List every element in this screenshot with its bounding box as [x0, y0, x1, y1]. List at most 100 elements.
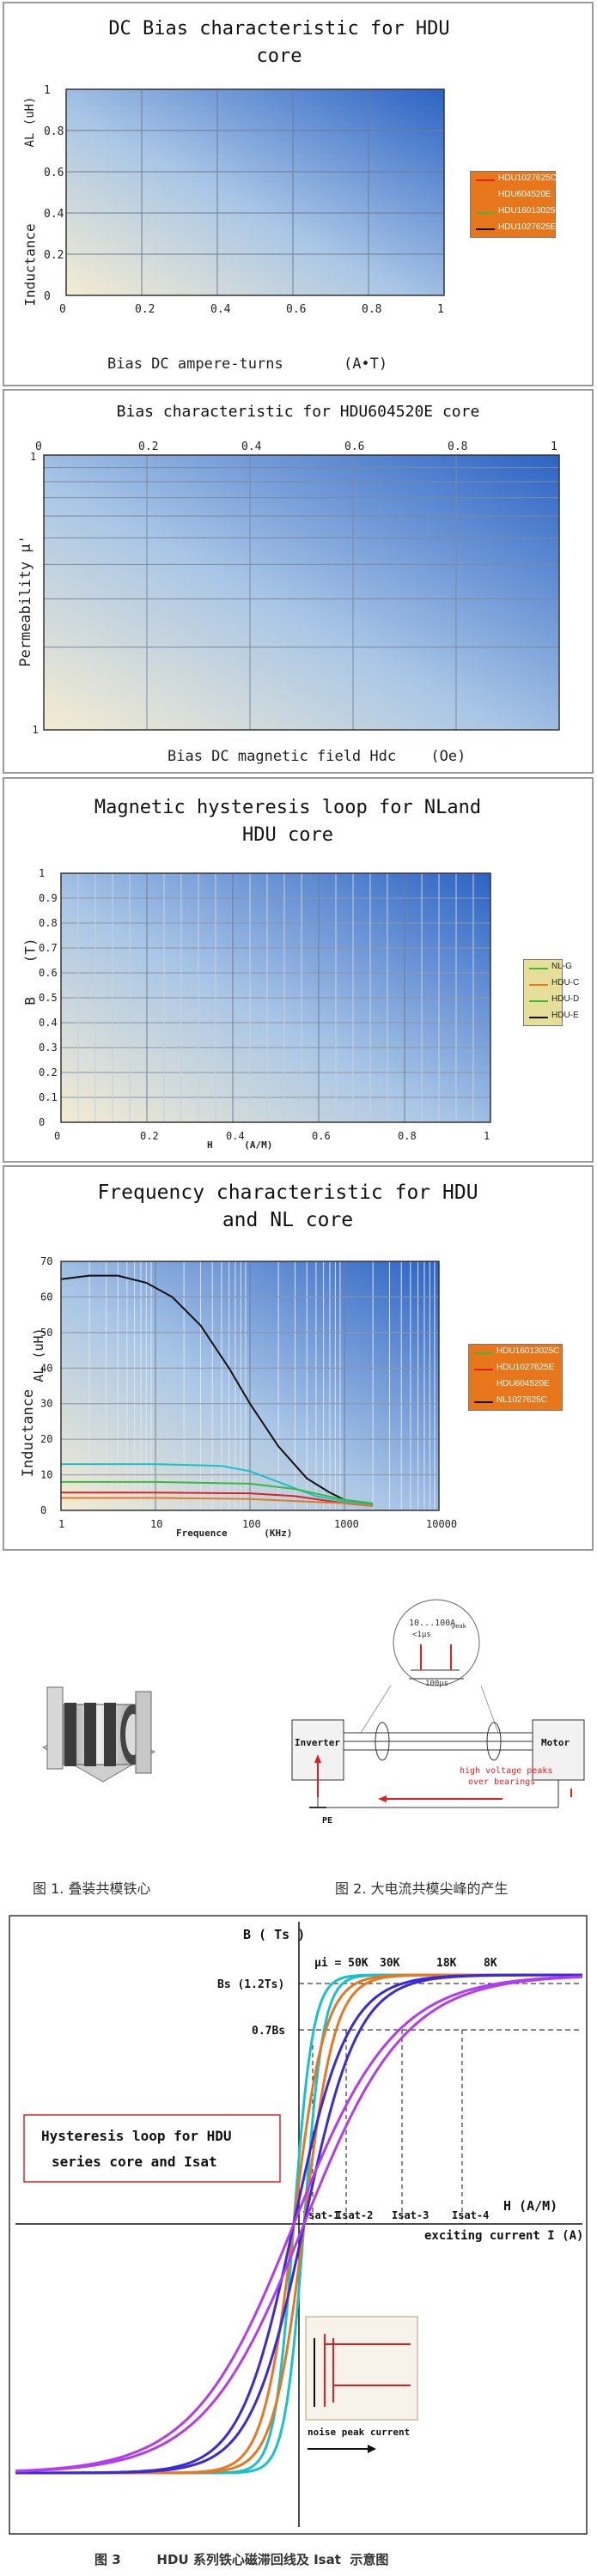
- x-axis-label: Bias DC ampere-turns (A•T): [107, 355, 387, 373]
- mu-label: 8K: [484, 1957, 497, 1970]
- legend-item: HDU1027625E: [469, 1361, 562, 1377]
- x-axis-unit: (A•T): [343, 355, 388, 373]
- legend-item: HDU1027625C: [471, 172, 557, 188]
- legend-item: HDU604520E: [469, 1377, 562, 1394]
- x-tick-label: 0.6: [344, 440, 364, 453]
- loop-curve-2-return: [15, 1973, 582, 2475]
- hysteresis-plot: 0 0.1 0.2 0.3 0.4 0.5 0.6 0.7 0.8 0.9 1 0 0.2 0.4 0.6 0…: [39, 867, 491, 1139]
- isat-label: Isat-3: [392, 2209, 429, 2221]
- chart-title: Magnetic hysteresis loop for NLand HDU c…: [94, 797, 482, 846]
- x-tick-label: 0.2: [135, 303, 155, 316]
- figure1-caption: 图 1. 叠装共模铁心: [33, 1880, 151, 1897]
- y-tick-label: 20: [40, 1433, 52, 1445]
- plot-border: [60, 872, 491, 1123]
- x-tick-label: 1: [551, 440, 557, 453]
- chart-title: Bias characteristic for HDU604520E core: [116, 403, 480, 421]
- y-tick-label: 30: [40, 1398, 52, 1410]
- legend-label: HDU604520E: [496, 1379, 550, 1388]
- dc-bias-plot: 00 0.2 0.2 0.4 0.4 0.6 0.6 0.8 0.8 1 1: [44, 84, 445, 316]
- pe-label: PE: [322, 1816, 332, 1826]
- chart-title: Frequency characteristic for HDU and NL …: [97, 1182, 478, 1231]
- x-axis-title: Bias DC ampere-turns: [107, 355, 283, 373]
- x-tick-label: 10000: [426, 1518, 457, 1528]
- x-tick-label: 0.8: [448, 440, 467, 453]
- legend-item: NL1027625C: [469, 1394, 562, 1410]
- plot-area: [66, 89, 444, 295]
- series-line-4: [61, 1497, 374, 1507]
- x-axis-title: Bias DC magnetic field Hdc: [168, 748, 397, 765]
- x-tick-label: 0.2: [140, 1130, 159, 1139]
- legend-swatch: [474, 1385, 493, 1387]
- title-box: [23, 2114, 281, 2183]
- x-tick-label: 0: [59, 303, 66, 316]
- y-tick-label: 0.1: [30, 724, 39, 736]
- y-tick-label: 70: [40, 1255, 52, 1267]
- y-tick-label: 0.3: [39, 1042, 58, 1054]
- loop-curve-3: [15, 1975, 583, 2473]
- x-tick-label: 0: [35, 440, 42, 453]
- y-axis-label: B ( Ts ): [243, 1927, 305, 1942]
- y-tick-label: 0.8: [44, 125, 64, 138]
- peak-label: 10...100A: [409, 1619, 455, 1628]
- y-tick-label: 60: [40, 1291, 52, 1303]
- y-tick-label: 0.5: [39, 992, 58, 1004]
- legend-item: HDU604520E: [471, 188, 555, 204]
- legend-swatch: [529, 1017, 548, 1018]
- y-tick-label: 0.2: [39, 1066, 58, 1078]
- legend-swatch: [474, 1352, 493, 1354]
- common-mode-spike-diagram: 10...100A peak <1µs 100µs Inverter Motor…: [291, 1599, 585, 1826]
- y-tick-label: 0: [44, 290, 51, 303]
- plot-border: [60, 1261, 440, 1511]
- y-tick-label: 0.7: [39, 942, 58, 954]
- y-tick-label: 0.6: [44, 167, 64, 179]
- legend-swatch: [476, 179, 495, 181]
- legend-label: HDU1027625E: [498, 222, 557, 232]
- chart-title: DC Bias characteristic for HDU core: [108, 18, 450, 67]
- x-tick-label: 0.4: [226, 1130, 245, 1139]
- x-tick-label: 0.4: [241, 440, 262, 453]
- y-tick-label: 0.8: [39, 917, 58, 929]
- series-line-2: [61, 1480, 374, 1504]
- legend-swatch: [476, 196, 495, 197]
- legend-label: HDU16013025E: [498, 206, 561, 216]
- bs-label: Bs (1.2Ts): [217, 1978, 284, 1991]
- isat-hysteresis-figure: B ( Ts ) H (A/M) exciting current I (A) Bs …: [9, 1915, 588, 2535]
- mu-label: μi = 50K: [314, 1957, 369, 1970]
- figure2-caption: 图 2. 大电流共模尖峰的产生: [335, 1880, 509, 1897]
- x-tick-label: 0.2: [138, 440, 158, 453]
- legend-item: HDU16013025C: [469, 1345, 562, 1361]
- x-axis-label: Bias DC magnetic field Hdc (Oe): [168, 748, 466, 765]
- mu-label: 18K: [436, 1957, 457, 1970]
- inset-box: [305, 2316, 418, 2421]
- motor-label: Motor: [541, 1737, 570, 1748]
- legend-label: HDU1027625C: [498, 173, 557, 183]
- period-label: 100µs: [425, 1680, 448, 1688]
- x-tick-label: 0.6: [286, 303, 306, 316]
- x-axis-title: H: [207, 1139, 213, 1151]
- x-axis-label: H (A/M): [503, 2198, 557, 2214]
- y-tick-label: 50: [40, 1327, 52, 1339]
- chart-panel-hysteresis: Magnetic hysteresis loop for NLand HDU c…: [3, 777, 594, 1163]
- x-tick-label: 1: [437, 303, 444, 316]
- y-tick-label: 0.4: [39, 1017, 58, 1029]
- y-tick-label: 1: [30, 451, 36, 463]
- x-tick-label: 1000: [334, 1518, 359, 1528]
- y-tick-label: 0.1: [39, 1091, 58, 1103]
- x-tick-label: 10: [150, 1518, 162, 1528]
- x-axis-unit: (Oe): [430, 748, 466, 765]
- legend-swatch: [529, 984, 548, 986]
- x-axis-unit: (A/M): [244, 1139, 273, 1151]
- chart-legend: HDU1027625C HDU604520E HDU16013025E HDU1027…: [470, 171, 561, 238]
- title-box-line-2: series core and Isat: [52, 2154, 217, 2170]
- chart-legend: HDU16013025C HDU1027625E HDU604520E NL10276…: [468, 1344, 563, 1411]
- legend-label: HDU-C: [551, 978, 580, 987]
- y-tick-label: 10: [40, 1469, 52, 1481]
- y-tick-label: 0: [40, 1504, 46, 1516]
- x-tick-label: 100: [242, 1518, 261, 1528]
- legend-item: HDU-C: [524, 976, 579, 993]
- legend-item: HDU-E: [524, 1009, 579, 1025]
- legend-label: HDU-D: [551, 994, 580, 1004]
- y-tick-label: 40: [40, 1362, 52, 1374]
- chart-panel-frequency: Frequency characteristic for HDU and NL …: [3, 1165, 594, 1551]
- inset-label: noise peak current: [308, 2427, 410, 2438]
